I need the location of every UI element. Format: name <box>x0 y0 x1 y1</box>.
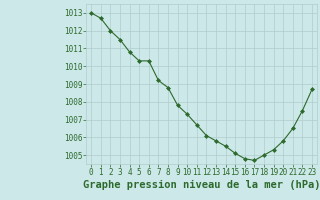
X-axis label: Graphe pression niveau de la mer (hPa): Graphe pression niveau de la mer (hPa) <box>83 180 320 190</box>
